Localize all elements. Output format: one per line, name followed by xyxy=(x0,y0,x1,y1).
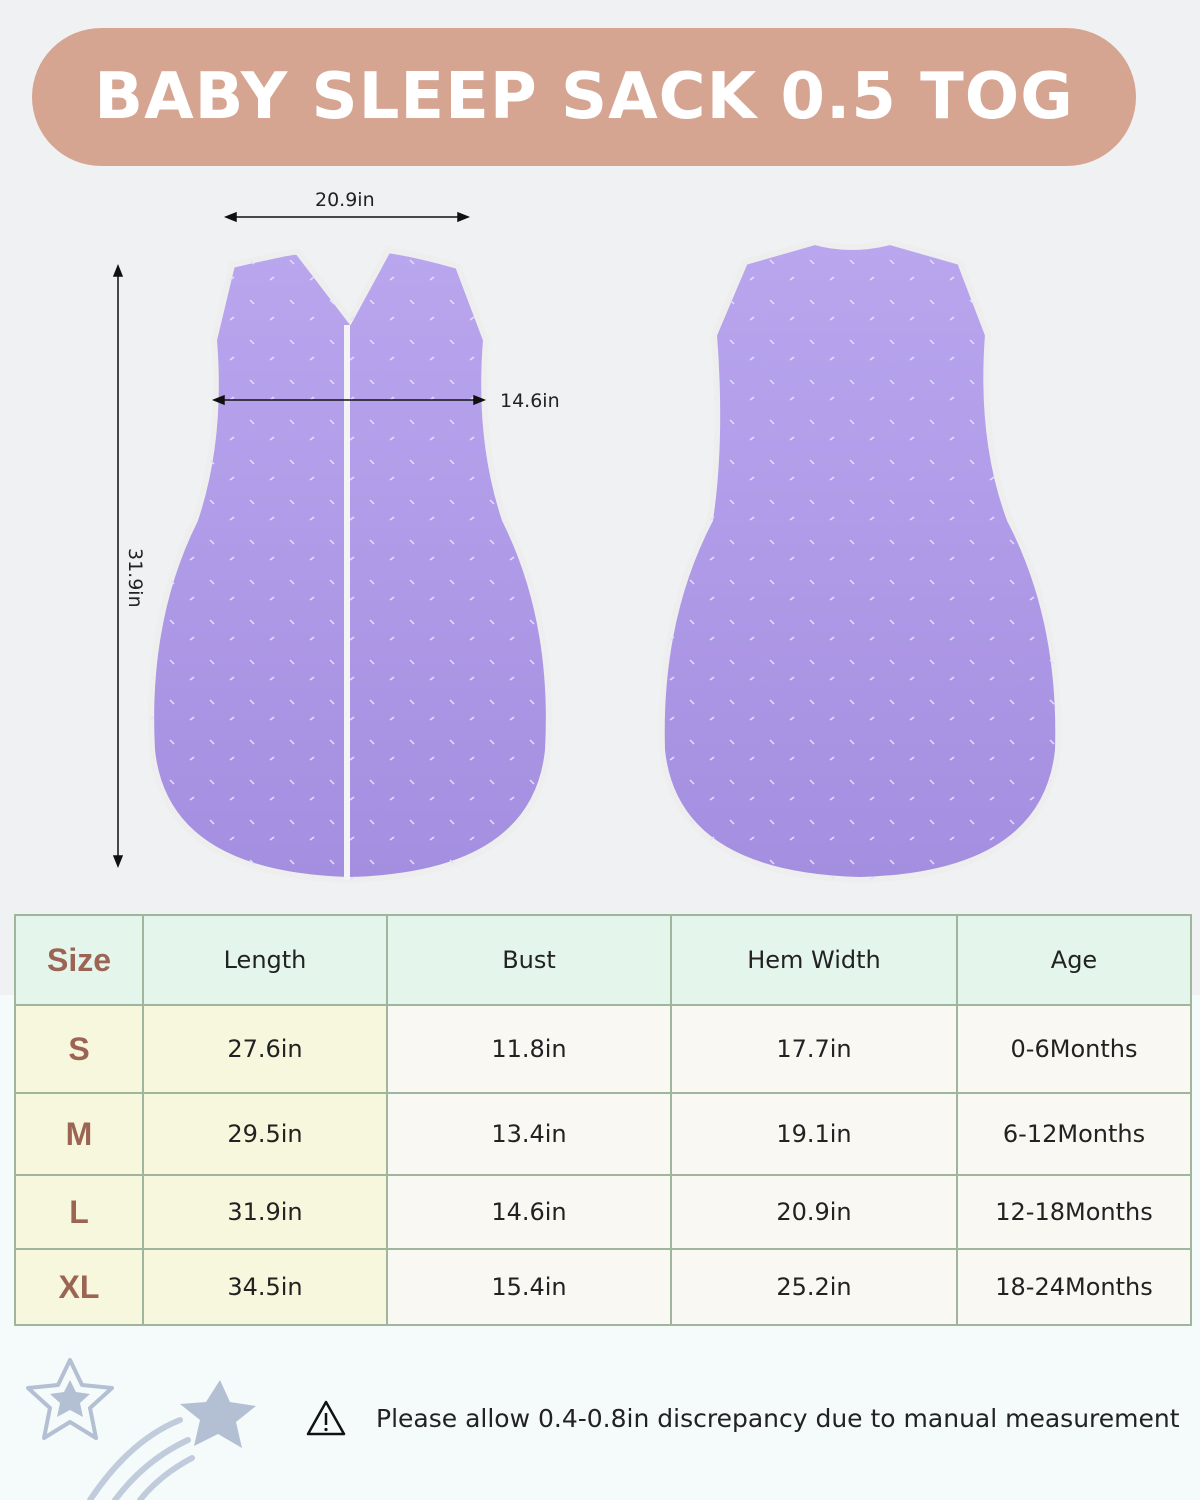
table-row: S 27.6in 11.8in 17.7in 0-6Months xyxy=(14,1004,1192,1094)
table-header-row: Size Length Bust Hem Width Age xyxy=(14,914,1192,1006)
size-cell: XL xyxy=(14,1248,144,1326)
header-length: Length xyxy=(142,914,388,1006)
bust-label: 14.6in xyxy=(500,390,560,412)
measurement-arrows xyxy=(112,211,487,869)
width-label: 20.9in xyxy=(315,189,375,211)
size-cell: M xyxy=(14,1092,144,1176)
measurement-note: Please allow 0.4-0.8in discrepancy due t… xyxy=(306,1400,1180,1436)
stars-decoration-icon xyxy=(26,1358,256,1500)
age-cell: 6-12Months xyxy=(956,1092,1192,1176)
bust-cell: 13.4in xyxy=(386,1092,672,1176)
length-cell: 31.9in xyxy=(142,1174,388,1250)
size-chart-table: Size Length Bust Hem Width Age S 27.6in 11… xyxy=(14,914,1192,1326)
hem-cell: 17.7in xyxy=(670,1004,958,1094)
header-age: Age xyxy=(956,914,1192,1006)
sleep-sack-front xyxy=(148,246,552,884)
hem-cell: 25.2in xyxy=(670,1248,958,1326)
header-bust: Bust xyxy=(386,914,672,1006)
length-cell: 27.6in xyxy=(142,1004,388,1094)
header-hem-width: Hem Width xyxy=(670,914,958,1006)
hem-cell: 19.1in xyxy=(670,1092,958,1176)
size-cell: L xyxy=(14,1174,144,1250)
length-label: 31.9in xyxy=(124,548,146,608)
table-row: XL 34.5in 15.4in 25.2in 18-24Months xyxy=(14,1248,1192,1326)
sleep-sack-back xyxy=(658,238,1062,884)
bust-cell: 14.6in xyxy=(386,1174,672,1250)
title: BABY SLEEP SACK 0.5 TOG xyxy=(94,60,1074,134)
length-cell: 29.5in xyxy=(142,1092,388,1176)
note-text: Please allow 0.4-0.8in discrepancy due t… xyxy=(376,1403,1180,1433)
table-row: L 31.9in 14.6in 20.9in 12-18Months xyxy=(14,1174,1192,1250)
header-size: Size xyxy=(14,914,144,1006)
age-cell: 12-18Months xyxy=(956,1174,1192,1250)
size-cell: S xyxy=(14,1004,144,1094)
title-banner: BABY SLEEP SACK 0.5 TOG xyxy=(32,28,1136,166)
age-cell: 18-24Months xyxy=(956,1248,1192,1326)
bust-cell: 11.8in xyxy=(386,1004,672,1094)
length-cell: 34.5in xyxy=(142,1248,388,1326)
hem-cell: 20.9in xyxy=(670,1174,958,1250)
bust-cell: 15.4in xyxy=(386,1248,672,1326)
table-row: M 29.5in 13.4in 19.1in 6-12Months xyxy=(14,1092,1192,1176)
age-cell: 0-6Months xyxy=(956,1004,1192,1094)
warning-triangle-icon xyxy=(306,1400,346,1436)
product-illustration xyxy=(112,211,1062,884)
